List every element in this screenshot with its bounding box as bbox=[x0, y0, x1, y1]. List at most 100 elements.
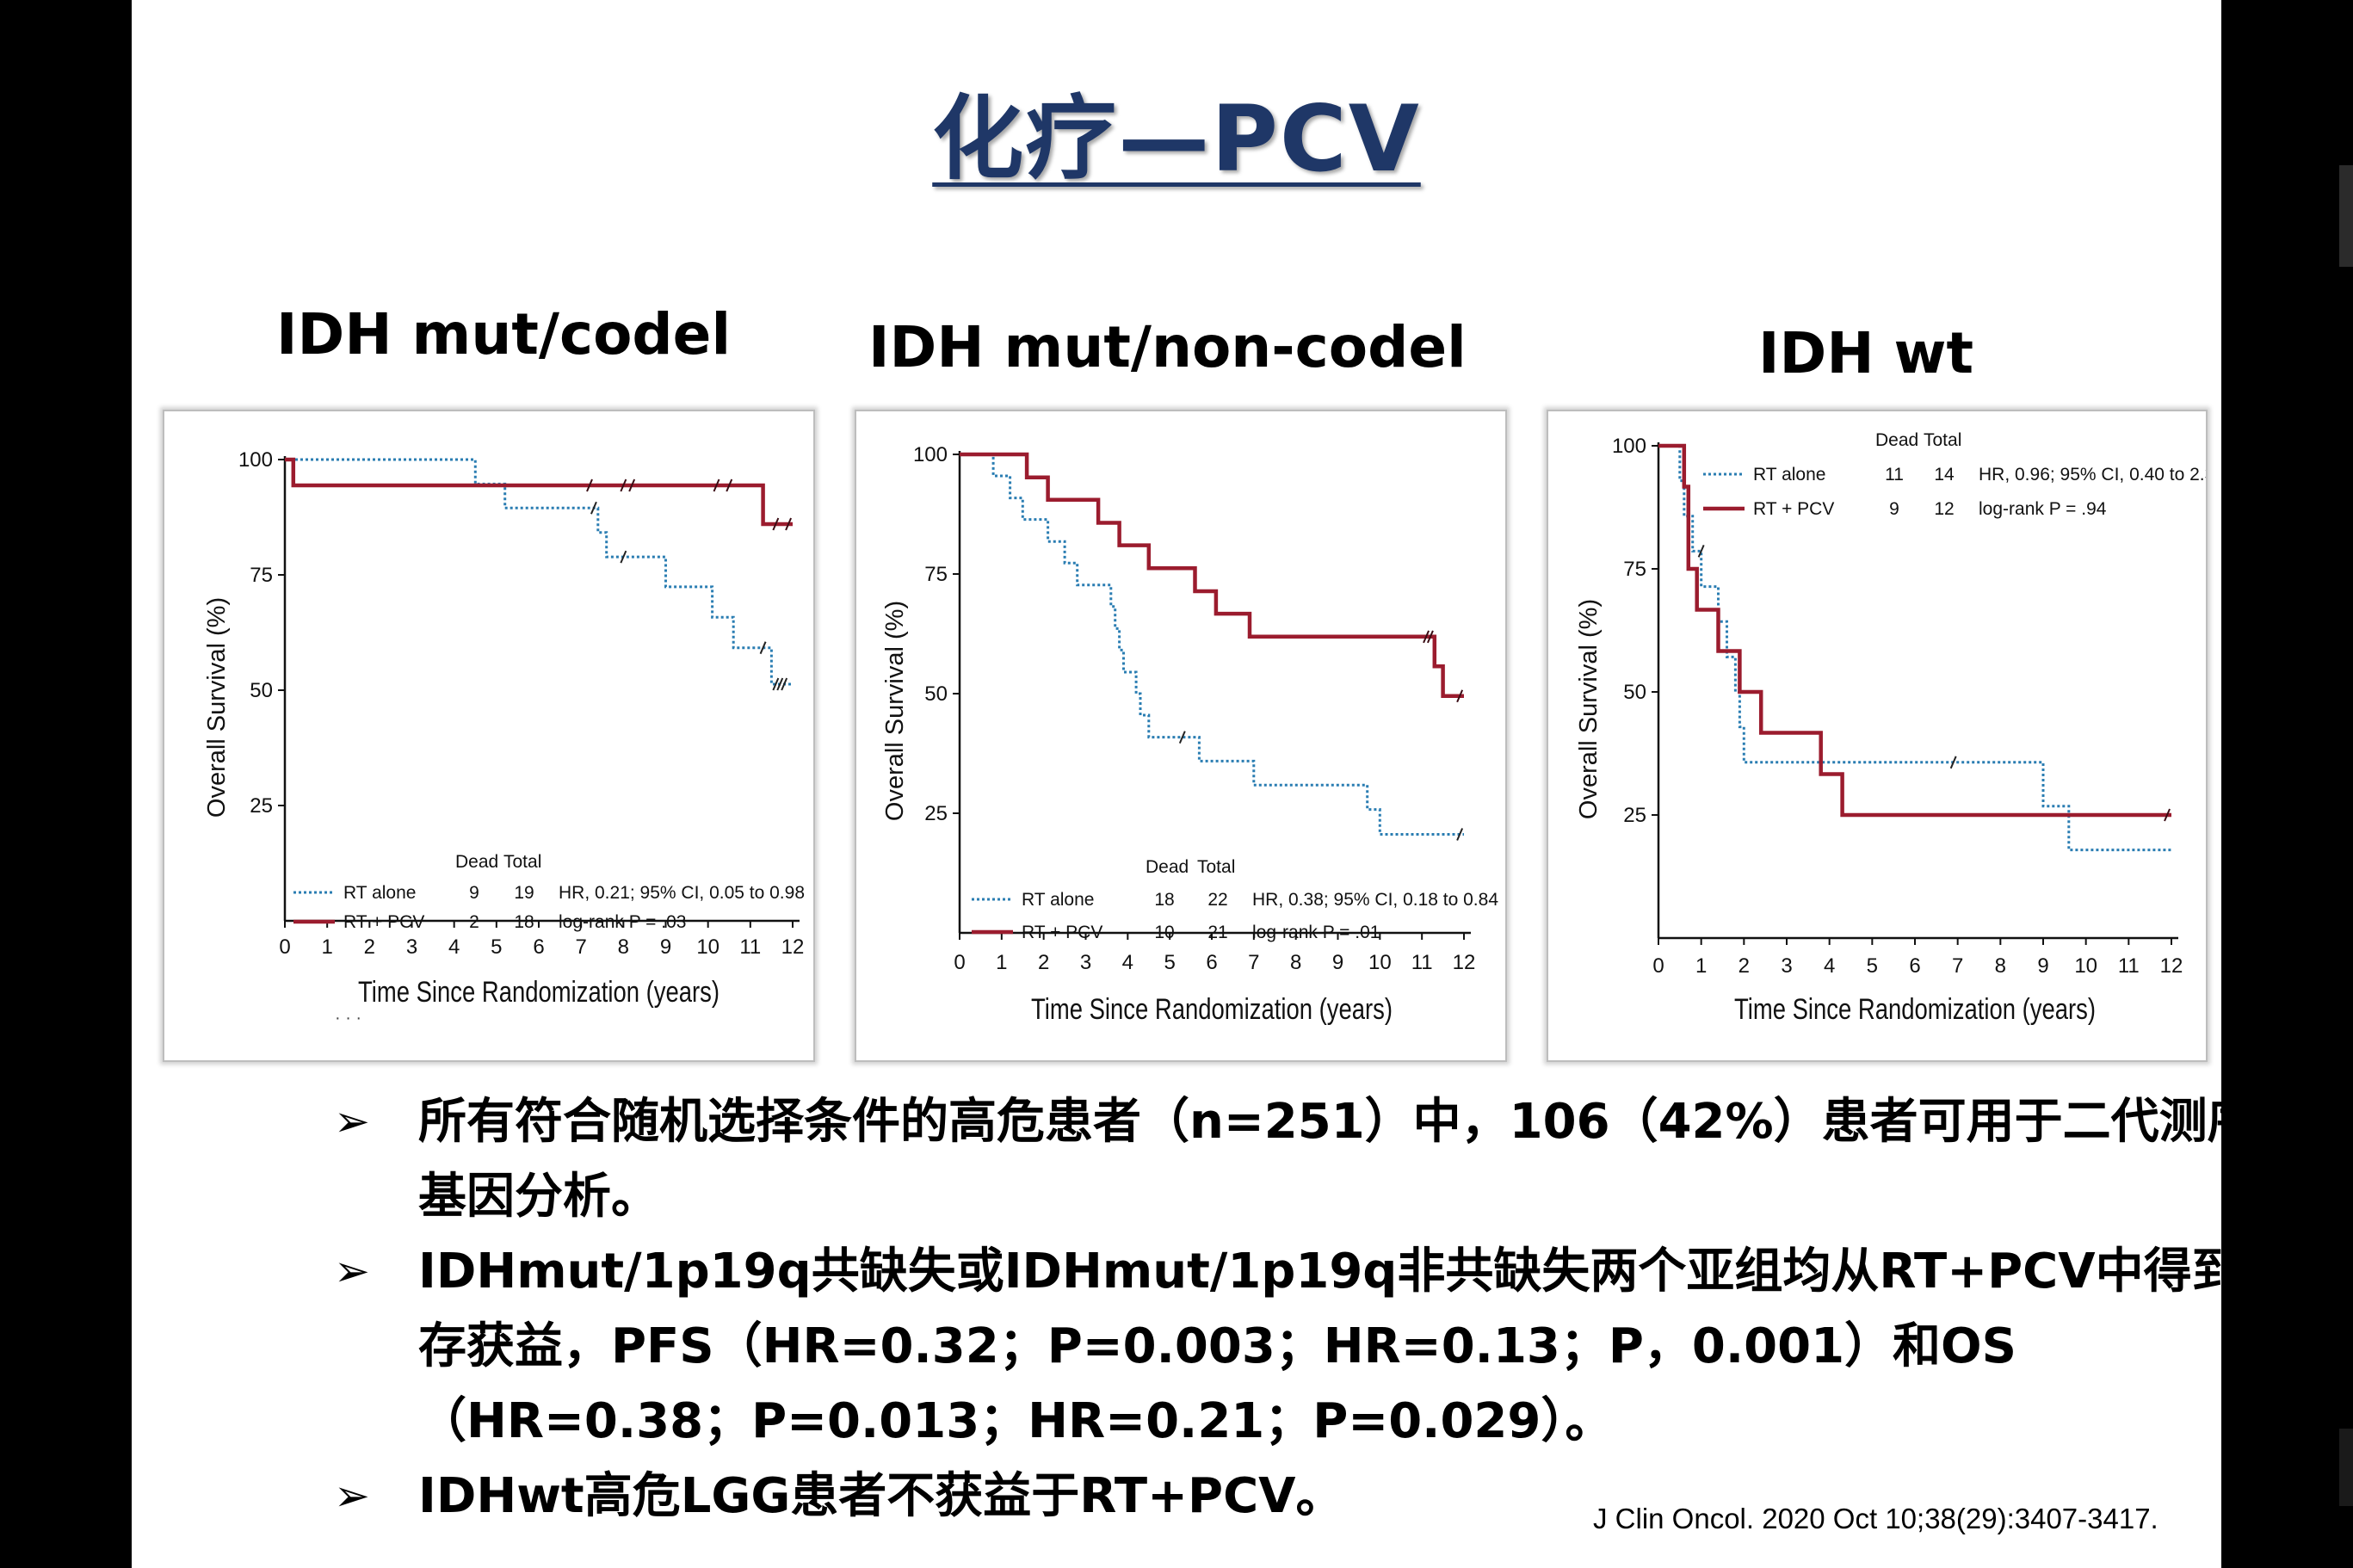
bullet-text: IDHmut/1p19q共缺失或IDHmut/1p19q非共缺失两个亚组均从RT… bbox=[418, 1244, 2288, 1449]
legend-dead: 9 bbox=[1889, 499, 1899, 519]
legend-label: RT + PCV bbox=[343, 912, 424, 932]
legend-header-dead: Dead bbox=[1146, 857, 1189, 877]
x-tick-label: 11 bbox=[2118, 954, 2140, 978]
censor-mark bbox=[1949, 756, 1957, 769]
citation: J Clin Oncol. 2020 Oct 10;38(29):3407-34… bbox=[1593, 1503, 2158, 1534]
censor-mark bbox=[726, 478, 733, 492]
x-tick-label: 8 bbox=[1290, 951, 1301, 974]
legend-total: 12 bbox=[1934, 499, 1954, 519]
x-tick-label: 4 bbox=[1824, 954, 1835, 978]
x-tick-label: 1 bbox=[321, 935, 332, 959]
x-tick-label: 0 bbox=[279, 935, 290, 959]
x-tick-label: 5 bbox=[1867, 954, 1878, 978]
y-tick-label: 25 bbox=[924, 802, 948, 825]
x-tick-label: 3 bbox=[1080, 951, 1091, 974]
series-line bbox=[960, 452, 1464, 699]
censor-mark bbox=[785, 517, 793, 531]
x-tick-label: 6 bbox=[1206, 951, 1217, 974]
censor-mark bbox=[772, 517, 780, 531]
legend-stat: log-rank P = .01 bbox=[1252, 923, 1380, 942]
x-tick-label: 3 bbox=[406, 935, 417, 959]
censor-mark bbox=[586, 478, 593, 492]
x-tick-label: 0 bbox=[954, 951, 965, 974]
legend-stat: log-rank P = .94 bbox=[1979, 499, 2107, 519]
bullet-item: ➢ IDHwt高危LGG患者不获益于RT+PCV。 bbox=[334, 1459, 2296, 1534]
x-tick-label: 1 bbox=[1695, 954, 1707, 978]
series-line bbox=[1658, 444, 2171, 852]
legend-dead: 2 bbox=[469, 912, 479, 932]
censor-mark bbox=[1456, 689, 1464, 703]
x-tick-label: 12 bbox=[2160, 954, 2183, 978]
bullet-item: ➢ 所有符合随机选择条件的高危患者（n=251）中，106（42%）患者可用于二… bbox=[334, 1084, 2296, 1234]
censor-mark bbox=[759, 641, 767, 655]
legend-total: 22 bbox=[1207, 890, 1227, 910]
y-tick-label: 50 bbox=[924, 682, 948, 706]
legend-stat: HR, 0.38; 95% CI, 0.18 to 0.84 bbox=[1252, 890, 1498, 910]
censor-mark bbox=[1697, 545, 1705, 558]
legend-total: 19 bbox=[514, 883, 534, 903]
x-tick-label: 6 bbox=[1909, 954, 1920, 978]
y-axis-label: Overall Survival (%) bbox=[881, 601, 909, 821]
legend-header-total: Total bbox=[1924, 430, 1961, 450]
censor-mark bbox=[1427, 630, 1434, 644]
legend-dead: 18 bbox=[1154, 890, 1174, 910]
x-tick-label: 9 bbox=[660, 935, 671, 959]
x-tick-label: 7 bbox=[1952, 954, 1963, 978]
legend-header-total: Total bbox=[503, 852, 541, 872]
censor-mark bbox=[2164, 808, 2171, 822]
x-tick-label: 4 bbox=[448, 935, 460, 959]
bullet-text: IDHwt高危LGG患者不获益于RT+PCV。 bbox=[418, 1468, 1344, 1524]
legend-label: RT alone bbox=[1753, 465, 1825, 485]
legend-dead: 9 bbox=[469, 883, 479, 903]
legend-stat: log-rank P = .03 bbox=[559, 912, 686, 932]
legend-stat: HR, 0.96; 95% CI, 0.40 to 2.33 bbox=[1979, 465, 2206, 485]
x-tick-label: 10 bbox=[1368, 951, 1392, 974]
series-line bbox=[1658, 443, 2171, 818]
x-tick-label: 2 bbox=[1739, 954, 1750, 978]
y-tick-label: 100 bbox=[1612, 435, 1646, 458]
x-axis-label: Time Since Randomization (years) bbox=[358, 976, 719, 1009]
y-tick-label: 75 bbox=[250, 564, 273, 587]
y-tick-label: 50 bbox=[250, 679, 273, 702]
scrollbar[interactable] bbox=[2339, 165, 2353, 267]
x-axis-label: Time Since Randomization (years) bbox=[1031, 993, 1393, 1026]
censor-mark bbox=[628, 478, 636, 492]
bullet-text: 所有符合随机选择条件的高危患者（n=251）中，106（42%）患者可用于二代测… bbox=[418, 1094, 2256, 1225]
y-axis-label: Overall Survival (%) bbox=[1575, 599, 1603, 819]
censor-mark bbox=[772, 677, 780, 691]
x-tick-label: 3 bbox=[1781, 954, 1792, 978]
legend-header-dead: Dead bbox=[455, 852, 498, 872]
x-tick-label: 1 bbox=[996, 951, 1007, 974]
legend-total: 18 bbox=[514, 912, 534, 932]
x-tick-label: 10 bbox=[2074, 954, 2097, 978]
x-tick-label: 2 bbox=[364, 935, 375, 959]
chart-title-codel: IDH mut/codel bbox=[276, 301, 732, 367]
legend-dead: 10 bbox=[1154, 923, 1174, 942]
y-tick-label: 100 bbox=[238, 448, 273, 472]
x-tick-label: 5 bbox=[491, 935, 502, 959]
censor-mark bbox=[590, 501, 597, 515]
y-tick-label: 25 bbox=[1623, 804, 1646, 827]
scrollbar-lower[interactable] bbox=[2339, 1429, 2353, 1506]
y-tick-label: 75 bbox=[924, 563, 948, 586]
x-tick-label: 7 bbox=[1248, 951, 1259, 974]
censor-mark bbox=[1423, 630, 1430, 644]
x-tick-label: 11 bbox=[1411, 951, 1433, 974]
x-tick-label: 6 bbox=[533, 935, 544, 959]
legend-header-total: Total bbox=[1197, 857, 1235, 877]
x-tick-label: 8 bbox=[618, 935, 629, 959]
series-line bbox=[285, 457, 793, 527]
legend-header-dead: Dead bbox=[1875, 430, 1918, 450]
legend-label: RT + PCV bbox=[1022, 923, 1102, 942]
legend-label: RT alone bbox=[1022, 890, 1094, 910]
x-tick-label: 9 bbox=[1332, 951, 1343, 974]
slide: 化疗—PCV IDH mut/codel IDH mut/non-codel I… bbox=[132, 0, 2288, 1568]
censor-mark bbox=[1456, 828, 1464, 841]
legend-total: 21 bbox=[1207, 923, 1227, 942]
bullet-item: ➢ IDHmut/1p19q共缺失或IDHmut/1p19q非共缺失两个亚组均从… bbox=[334, 1234, 2296, 1459]
slide-title: 化疗—PCV bbox=[932, 86, 1421, 192]
footnote-mark: · · · bbox=[335, 1009, 362, 1028]
censor-mark bbox=[620, 550, 627, 564]
